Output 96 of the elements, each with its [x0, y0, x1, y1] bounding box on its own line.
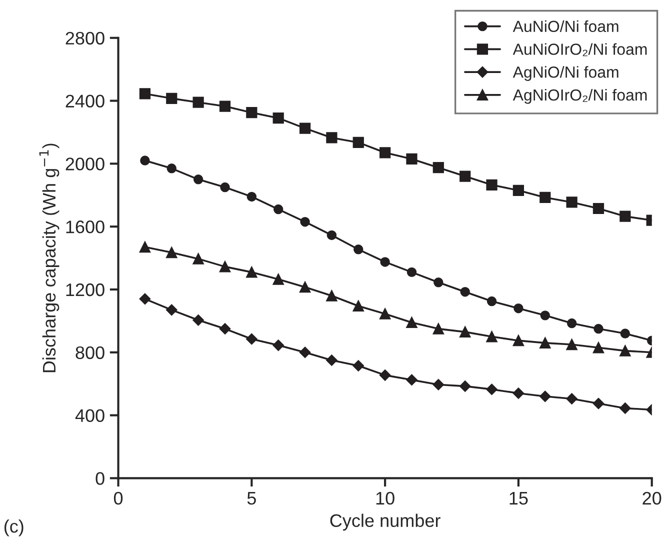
- point: [592, 398, 604, 410]
- point: [326, 132, 338, 144]
- point: [299, 282, 311, 293]
- point: [406, 153, 418, 165]
- point: [566, 393, 578, 404]
- point: [219, 100, 231, 112]
- point: [566, 196, 578, 208]
- point: [246, 107, 258, 118]
- point: [540, 337, 551, 348]
- point: [272, 112, 284, 124]
- point: [592, 342, 604, 354]
- point: [192, 314, 204, 326]
- point: [380, 308, 391, 320]
- point: [540, 390, 551, 402]
- point: [432, 323, 444, 334]
- point: [219, 323, 231, 334]
- point: [434, 278, 444, 288]
- point: [406, 316, 418, 328]
- y-tick-label: 1600: [66, 220, 104, 234]
- point: [193, 174, 204, 184]
- x-tick-label: 20: [642, 492, 662, 505]
- x-tick-label: 0: [114, 492, 123, 505]
- point: [246, 192, 257, 202]
- point: [460, 326, 471, 338]
- point: [486, 384, 498, 395]
- point: [139, 88, 151, 100]
- point: [406, 374, 418, 386]
- point: [326, 230, 337, 240]
- point: [192, 96, 204, 108]
- point: [594, 324, 604, 334]
- point: [406, 267, 417, 278]
- point: [486, 331, 498, 342]
- point: [432, 379, 444, 390]
- point: [514, 303, 524, 314]
- legend-label: AgNiO/Ni foam: [512, 66, 618, 81]
- legend-label: AgNiOIrO₂/Ni foam: [512, 88, 647, 104]
- point: [486, 179, 498, 190]
- point: [166, 164, 176, 174]
- point: [512, 184, 524, 196]
- point: [592, 202, 604, 214]
- point: [380, 257, 390, 267]
- y-tick-label: 1200: [66, 283, 104, 296]
- x-tick-label: 15: [510, 492, 528, 505]
- point: [354, 244, 364, 254]
- point: [166, 304, 178, 316]
- point: [379, 370, 391, 381]
- point: [432, 162, 444, 174]
- point: [459, 380, 471, 392]
- y-tick-label: 0: [96, 472, 104, 485]
- y-tick-label: 2000: [66, 158, 104, 170]
- point: [219, 261, 231, 272]
- y-tick-label: 800: [76, 346, 104, 360]
- point: [299, 346, 311, 358]
- y-tick-label: 2800: [66, 32, 104, 45]
- point: [246, 266, 258, 278]
- x-tick-label: 5: [247, 492, 256, 505]
- point: [299, 122, 311, 134]
- point: [566, 338, 578, 350]
- point: [300, 217, 310, 227]
- point: [272, 340, 284, 351]
- point: [352, 300, 364, 312]
- point: [486, 296, 497, 306]
- point: [220, 182, 230, 192]
- point: [246, 333, 258, 345]
- point: [512, 335, 524, 346]
- point: [620, 328, 630, 338]
- point: [352, 360, 364, 372]
- point: [620, 402, 631, 414]
- point: [460, 170, 471, 182]
- point: [140, 156, 150, 166]
- point: [326, 354, 338, 366]
- point: [352, 136, 364, 148]
- x-axis-title: Cycle number: [330, 514, 440, 531]
- point: [139, 293, 151, 305]
- point: [566, 318, 577, 328]
- point: [272, 274, 284, 285]
- point: [540, 310, 550, 320]
- y-tick-label: 2400: [66, 94, 104, 108]
- legend-label: AuNiO/Ni foam: [512, 20, 618, 32]
- point: [460, 286, 470, 297]
- point: [512, 388, 524, 399]
- point: [326, 290, 338, 302]
- point: [273, 204, 284, 214]
- x-tick-label: 10: [376, 492, 394, 505]
- y-axis-title: Discharge capacity (Wh g$^{−1}$): [39, 144, 60, 372]
- point: [620, 210, 631, 222]
- point: [540, 192, 551, 204]
- point: [166, 92, 178, 104]
- point: [166, 246, 178, 258]
- point: [380, 147, 391, 158]
- point: [620, 345, 631, 356]
- legend-label: AuNiOIrO₂/Ni foam: [512, 43, 647, 56]
- point: [139, 241, 151, 253]
- y-tick-label: 400: [75, 409, 104, 422]
- point: [192, 253, 204, 264]
- text: (c): [4, 519, 24, 536]
